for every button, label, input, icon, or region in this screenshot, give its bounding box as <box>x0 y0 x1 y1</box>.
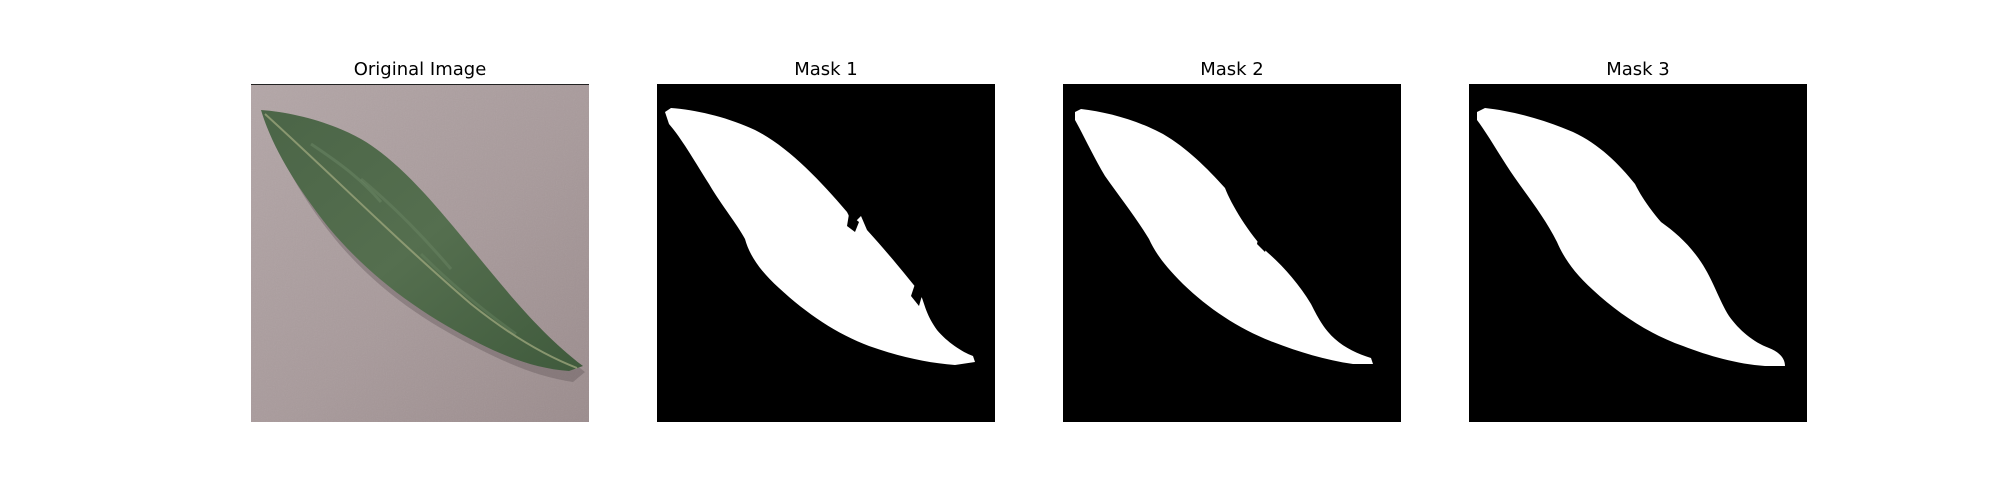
panel-title-mask-3: Mask 3 <box>1606 59 1670 80</box>
panel-title-mask-1: Mask 1 <box>794 59 858 80</box>
mask-1-panel <box>657 84 995 422</box>
leaf-midrib <box>264 113 578 369</box>
mask-foreground <box>1075 109 1373 364</box>
leaf-texture <box>419 252 517 336</box>
mask-hole <box>911 284 923 306</box>
mask-2-panel <box>1063 84 1401 422</box>
mask-hole <box>1257 234 1269 252</box>
leaf <box>261 110 583 371</box>
panel-top-edge <box>251 84 589 85</box>
mask-3-image <box>1469 84 1807 422</box>
mask-2-image <box>1063 84 1401 422</box>
leaf-texture <box>310 142 383 203</box>
panel-title-mask-2: Mask 2 <box>1200 59 1264 80</box>
mask-hole <box>847 214 859 232</box>
mask-3-panel <box>1469 84 1807 422</box>
panel-title-original-image: Original Image <box>353 59 487 80</box>
original-image-panel <box>251 84 589 422</box>
mask-1-image <box>657 84 995 422</box>
mask-foreground <box>665 108 975 365</box>
mask-foreground <box>1477 108 1785 366</box>
original-leaf-photo <box>251 84 589 422</box>
leaf-texture <box>360 177 453 270</box>
